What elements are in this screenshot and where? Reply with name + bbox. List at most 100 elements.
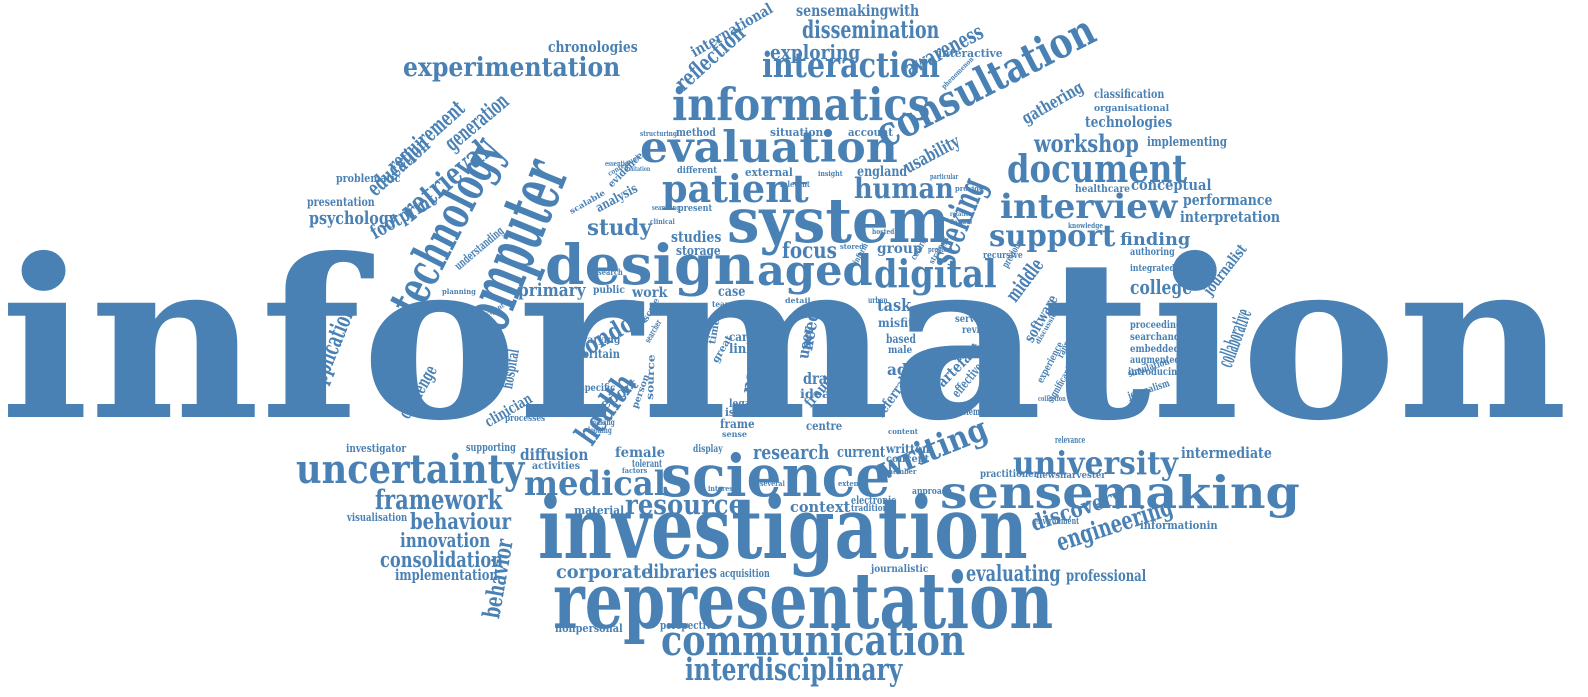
cloud-word: intermediate: [1181, 444, 1272, 462]
cloud-word: interaction: [762, 45, 940, 86]
cloud-word: information: [0, 210, 1569, 469]
cloud-word: storage: [676, 244, 721, 259]
cloud-word: study: [587, 215, 652, 241]
cloud-word: integrated: [1130, 264, 1175, 274]
cloud-word: processes: [505, 414, 546, 424]
cloud-word: work: [632, 285, 668, 301]
cloud-word: informationin: [1140, 519, 1218, 532]
cloud-word: investigation: [538, 479, 1028, 579]
cloud-word: interview: [1000, 187, 1178, 227]
cloud-word: gathering: [1018, 77, 1088, 129]
cloud-word: public: [593, 285, 625, 296]
cloud-word: workshop: [1034, 129, 1139, 158]
cloud-word: system: [727, 184, 950, 257]
cloud-word: technologies: [1085, 113, 1173, 131]
cloud-word: extend: [838, 479, 864, 488]
cloud-word: design: [545, 232, 755, 297]
cloud-word: drag: [803, 369, 837, 388]
cloud-word: insight: [818, 169, 843, 178]
cloud-word: traditional: [851, 504, 896, 514]
cloud-word: external: [745, 166, 793, 179]
cloud-word: structuring: [640, 129, 677, 138]
cloud-word: knowledge: [1068, 221, 1103, 230]
cloud-word: stored: [840, 242, 864, 251]
cloud-word: digital: [874, 251, 997, 296]
cloud-word: rotation: [950, 211, 973, 218]
cloud-word: electronic: [851, 494, 896, 507]
cloud-word: review: [962, 325, 993, 336]
cloud-word: case: [718, 284, 746, 300]
cloud-word: medical: [524, 464, 666, 504]
cloud-word: concept: [886, 454, 930, 465]
cloud-word: supporting: [466, 441, 516, 454]
cloud-word: idea: [800, 387, 831, 401]
cloud-word: uncertainty: [296, 446, 525, 493]
cloud-word: collection: [1038, 394, 1066, 403]
cloud-word: member: [886, 467, 917, 476]
cloud-word: group: [877, 241, 923, 257]
cloud-word: different: [677, 166, 717, 176]
cloud-word: tolerant: [632, 459, 663, 470]
cloud-word: relevance: [1055, 436, 1086, 446]
cloud-word: libraries: [648, 561, 718, 583]
cloud-word: introducing: [1128, 367, 1184, 378]
cloud-word: adult: [887, 360, 932, 379]
cloud-word: augmented: [1130, 355, 1180, 366]
cloud-word: specific: [580, 383, 616, 394]
cloud-word: sensemaking: [940, 466, 1300, 519]
cloud-word: occur: [744, 307, 770, 317]
cloud-word: account: [848, 126, 893, 139]
cloud-word: acquisition: [720, 567, 770, 580]
cloud-word: representation: [553, 556, 1054, 647]
cloud-word: environment: [1034, 517, 1080, 527]
cloud-word: psychology: [309, 208, 398, 229]
cloud-word: searchand: [1130, 332, 1180, 343]
cloud-word: searching: [652, 203, 680, 212]
cloud-word: activities: [532, 461, 581, 472]
cloud-word: task: [877, 296, 912, 316]
cloud-word: issue: [725, 406, 755, 419]
cloud-word: nonpersonal: [555, 622, 623, 635]
cloud-word: detail: [785, 296, 811, 305]
cloud-word: essential: [605, 159, 630, 168]
cloud-word: corporate: [556, 561, 653, 583]
cloud-word: diffusion: [520, 445, 589, 464]
cloud-word: implementation: [395, 566, 498, 584]
cloud-word: effect: [978, 349, 1001, 359]
cloud-word: chronologies: [548, 38, 638, 56]
cloud-word: primary: [518, 280, 586, 301]
cloud-word: display: [693, 444, 723, 455]
cloud-word: sensemakingwith: [796, 1, 920, 20]
cloud-word: visualisation: [347, 511, 408, 524]
cloud-word: present: [678, 204, 713, 214]
cloud-word: britain: [582, 347, 620, 361]
cloud-word: varying: [582, 335, 621, 346]
cloud-word: exploring: [770, 40, 861, 64]
cloud-word: implementing: [1147, 135, 1227, 150]
cloud-word: performance: [1183, 191, 1273, 209]
cloud-word: studies: [671, 228, 722, 246]
cloud-word: problem: [928, 245, 953, 254]
cloud-word: looking: [588, 425, 612, 435]
cloud-word: content: [888, 427, 919, 436]
cloud-word: document: [1007, 146, 1188, 191]
cloud-word: research: [753, 440, 830, 464]
cloud-word: particular: [930, 172, 959, 181]
cloud-word: creation: [932, 353, 962, 362]
cloud-word: conceptual: [1131, 176, 1212, 194]
cloud-word: human: [854, 172, 954, 205]
cloud-word: resource: [625, 490, 745, 521]
cloud-word: communication: [661, 616, 966, 665]
cloud-word: finding: [1120, 230, 1191, 250]
cloud-word: problematic: [336, 172, 401, 185]
cloud-word: provide: [955, 184, 984, 193]
cloud-word: male: [888, 345, 913, 356]
cloud-word: written: [886, 442, 930, 456]
cloud-word: organisational: [1094, 104, 1170, 114]
cloud-word: material: [574, 504, 625, 517]
cloud-word: aged: [757, 246, 873, 295]
cloud-word: flexible: [950, 219, 973, 226]
cloud-word: interest: [708, 484, 736, 493]
cloud-word: innovation: [400, 528, 491, 552]
